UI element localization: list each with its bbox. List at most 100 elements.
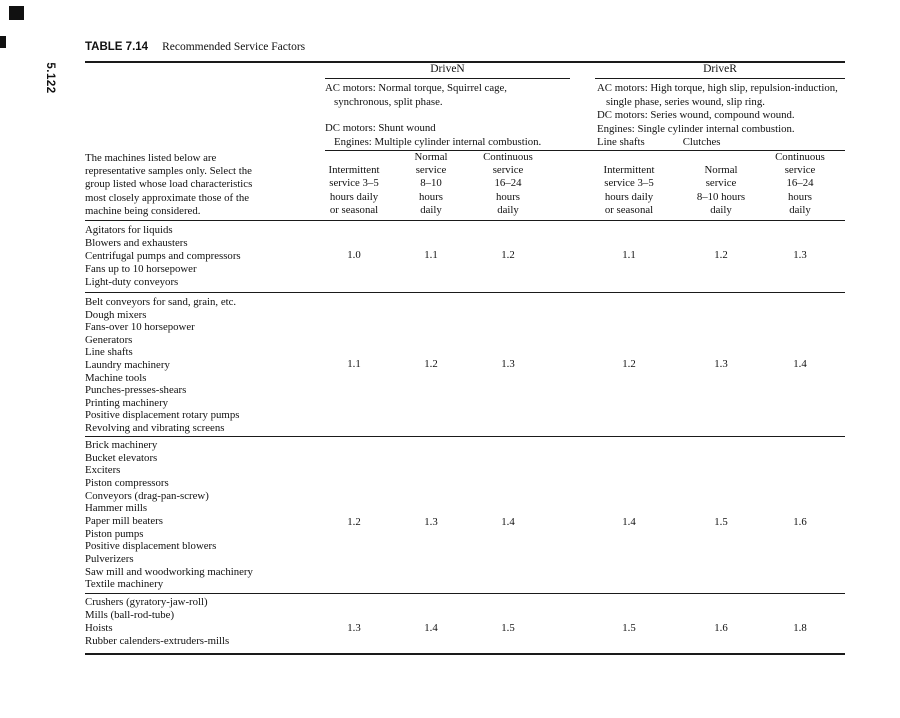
machine-row: Line shafts <box>85 346 133 359</box>
service-factor-value: 1.1 <box>424 249 438 261</box>
machine-row: Machine tools <box>85 371 147 384</box>
machine-row: Exciters <box>85 464 121 477</box>
service-factor-value: 1.3 <box>424 516 438 528</box>
service-factor-value: 1.6 <box>793 516 807 528</box>
driver-description: AC motors: High torque, high slip, repul… <box>597 82 838 136</box>
machine-row: Crushers (gyratory-jaw-roll) <box>85 596 208 608</box>
intro-line: The machines listed below are <box>85 152 217 164</box>
machine-row: Positive displacement rotary pumps <box>85 409 240 422</box>
intro-line: representative samples only. Select the <box>85 165 252 178</box>
machine-row: Belt conveyors for sand, grain, etc. <box>85 296 237 308</box>
group-divider-1 <box>85 292 845 293</box>
driver-footer: Line shafts Clutches <box>597 136 720 150</box>
machine-row: Paper mill beaters <box>85 514 163 527</box>
machine-row: Conveyors (drag-pan-screw) <box>85 489 209 502</box>
description-line: DC motors: Shunt wound <box>325 122 436 134</box>
service-factor-value: 1.1 <box>622 249 636 261</box>
service-factor-values-group1: 1.0 1.1 1.2 1.1 1.2 1.3 <box>0 249 900 263</box>
header-line: Normal <box>414 150 448 163</box>
machine-row: Rubber calenders-extruders-mills <box>85 635 230 647</box>
table-title-label: TABLE 7.14 <box>85 41 149 53</box>
bottom-rule <box>85 653 845 655</box>
machine-row: Centrifugal pumps and compressors <box>85 250 241 262</box>
service-factor-value: 1.3 <box>347 622 361 634</box>
header-column-driver-continuous: Continuous service 16–24 hours daily <box>760 151 840 217</box>
intro-line: group listed whose load characteristics <box>85 178 253 191</box>
header-line: Normal <box>704 164 738 177</box>
driven-dc-description: DC motors: Shunt wound Engines: Multiple … <box>325 122 541 149</box>
machine-row: Blowers and exhausters <box>85 237 188 249</box>
machine-row: Hammer mills <box>85 502 148 515</box>
machines-list-group1: Agitators for liquids Blowers and exhaust… <box>85 224 241 289</box>
service-factor-values-group3: 1.2 1.3 1.4 1.4 1.5 1.6 <box>0 516 900 530</box>
machine-row: Saw mill and woodworking machinery <box>85 565 253 578</box>
driven-ac-description: AC motors: Normal torque, Squirrel cage,… <box>325 82 507 109</box>
group-divider-2 <box>85 436 845 437</box>
header-top-rule <box>325 150 845 151</box>
machine-row: Mills (ball-rod-tube) <box>85 609 175 621</box>
driver-underline <box>595 78 845 79</box>
machine-row: Hoists <box>85 622 113 634</box>
header-column-driver-intermittent: Intermittent service 3–5 hours daily or sea… <box>586 151 672 217</box>
service-factor-value: 1.2 <box>424 358 438 370</box>
header-line: service <box>784 164 816 177</box>
column-group-driven: DriveN <box>430 63 465 75</box>
header-line: daily <box>789 203 811 216</box>
machine-row: Brick machinery <box>85 439 158 451</box>
service-factor-value: 1.3 <box>501 358 515 370</box>
service-factor-values-group4: 1.3 1.4 1.5 1.5 1.6 1.8 <box>0 622 900 636</box>
header-line: hours <box>419 190 443 203</box>
description-line: synchronous, split phase. <box>334 95 443 108</box>
service-factor-value: 1.3 <box>714 358 728 370</box>
service-factor-value: 1.2 <box>714 249 728 261</box>
header-line: daily <box>497 203 519 216</box>
table-title-text: Recommended Service Factors <box>162 41 306 53</box>
service-factor-value: 1.8 <box>793 622 807 634</box>
machine-row: Laundry machinery <box>85 358 170 371</box>
machine-row: Revolving and vibrating screens <box>85 421 225 434</box>
description-line: AC motors: High torque, high slip, repul… <box>597 82 838 94</box>
header-line: 8–10 hours <box>696 190 746 203</box>
machine-row: Piston compressors <box>85 476 169 489</box>
service-factor-value: 1.0 <box>347 249 361 261</box>
header-line: hours <box>496 190 520 203</box>
header-line: hours <box>788 190 812 203</box>
header-line: Continuous <box>775 150 825 163</box>
header-line: service <box>492 164 524 177</box>
group-divider-3 <box>85 593 845 594</box>
header-line: Intermittent <box>603 164 655 177</box>
intro-text: The machines listed below are representat… <box>85 152 340 218</box>
header-column-driven-intermittent: Intermittent service 3–5 hours daily or sea… <box>311 151 397 217</box>
scan-mark-square <box>9 6 24 20</box>
column-group-driver: DriveR <box>703 63 737 75</box>
intro-line: most closely approximate those of the <box>85 191 250 204</box>
machines-list-group2: Belt conveyors for sand, grain, etc. Doug… <box>85 296 239 435</box>
service-factor-value: 1.4 <box>424 622 438 634</box>
description-line: AC motors: Normal torque, Squirrel cage, <box>325 82 508 94</box>
header-line: Intermittent <box>328 164 380 177</box>
intro-line: machine being considered. <box>85 204 201 217</box>
machine-row: Bucket elevators <box>85 451 158 464</box>
service-factor-value: 1.4 <box>793 358 807 370</box>
machine-row: Fans-over 10 horsepower <box>85 321 195 334</box>
header-line: 8–10 <box>420 177 442 190</box>
header-line: daily <box>710 203 732 216</box>
header-line: 16–24 <box>494 177 522 190</box>
service-factor-value: 1.5 <box>714 516 728 528</box>
clutches-label: Clutches <box>682 136 721 148</box>
header-line: service 3–5 <box>604 177 654 190</box>
machine-row: Light-duty conveyors <box>85 276 179 288</box>
service-factor-value: 1.5 <box>501 622 515 634</box>
header-line: 16–24 <box>786 177 814 190</box>
machine-row: Piston pumps <box>85 527 144 540</box>
service-factor-value: 1.2 <box>347 516 361 528</box>
scan-mark-bar <box>0 36 6 48</box>
service-factor-value: 1.4 <box>501 516 515 528</box>
service-factor-value: 1.5 <box>622 622 636 634</box>
service-factor-value: 1.4 <box>622 516 636 528</box>
line-shafts-label: Line shafts <box>597 136 645 148</box>
header-column-driver-normal: Normal service 8–10 hours daily <box>681 151 761 217</box>
top-rule <box>85 61 845 63</box>
machines-list-group4: Crushers (gyratory-jaw-roll) Mills (ball-… <box>85 596 229 648</box>
header-column-driven-normal: Normal service 8–10 hours daily <box>396 151 466 217</box>
